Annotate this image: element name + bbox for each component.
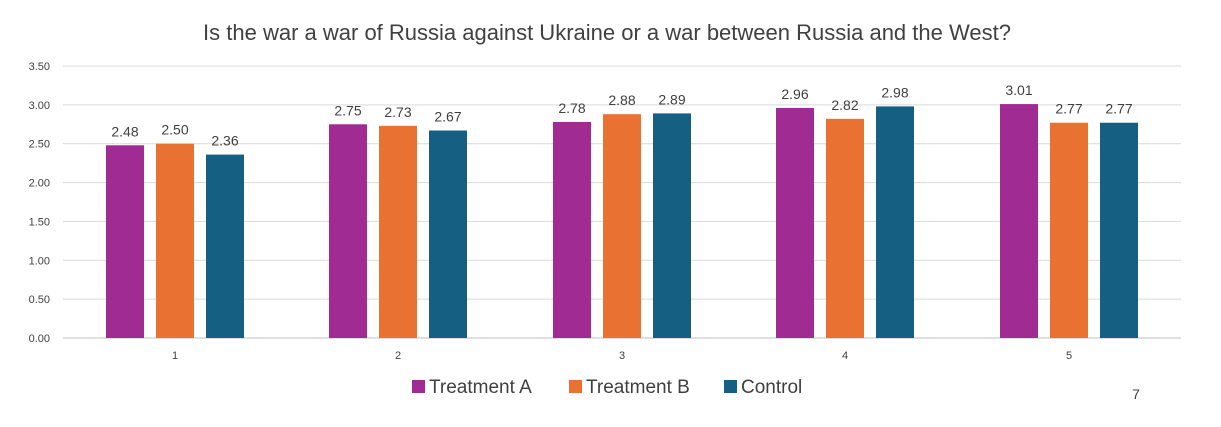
y-tick-label: 1.00 <box>29 255 50 267</box>
bar <box>1000 104 1038 338</box>
y-tick-label: 2.50 <box>29 139 50 151</box>
bar <box>206 154 244 338</box>
y-tick-label: 0.00 <box>29 333 50 345</box>
x-tick-label: 5 <box>1066 350 1072 362</box>
y-tick-label: 3.50 <box>29 61 50 73</box>
data-label: 2.96 <box>781 86 808 102</box>
data-label: 2.82 <box>831 97 858 113</box>
bar <box>553 121 591 338</box>
bar <box>876 106 914 338</box>
y-axis-ticks: 0.00 0.50 1.00 1.50 2.00 2.50 3.00 3.50 <box>29 61 50 345</box>
data-label: 2.98 <box>881 84 908 100</box>
data-label: 2.77 <box>1055 101 1082 117</box>
bar <box>329 124 367 339</box>
bar <box>1100 122 1138 338</box>
data-label: 2.77 <box>1105 101 1132 117</box>
data-label: 2.67 <box>434 109 461 125</box>
data-label: 3.01 <box>1005 82 1032 98</box>
bars <box>106 104 1138 339</box>
bar <box>106 145 144 338</box>
x-tick-label: 1 <box>172 350 178 362</box>
data-label: 2.89 <box>658 91 685 107</box>
bar <box>429 130 467 338</box>
bar <box>603 114 641 338</box>
data-label: 2.50 <box>161 122 188 138</box>
y-tick-label: 0.50 <box>29 294 50 306</box>
legend-label: Treatment A <box>429 377 532 398</box>
legend-swatch <box>412 380 425 393</box>
bar <box>776 107 814 338</box>
data-label: 2.78 <box>558 100 585 116</box>
data-label: 2.75 <box>334 102 361 118</box>
bar <box>156 143 194 338</box>
bar <box>653 113 691 338</box>
legend-item: Treatment A <box>412 377 532 398</box>
legend-swatch <box>724 380 737 393</box>
legend-swatch <box>569 380 582 393</box>
page-number: 7 <box>1132 386 1140 402</box>
bar <box>1050 122 1088 338</box>
bar <box>379 125 417 338</box>
bar <box>826 118 864 339</box>
data-label: 2.88 <box>608 92 635 108</box>
y-tick-label: 1.50 <box>29 216 50 228</box>
legend-label: Treatment B <box>586 377 690 398</box>
legend-item: Treatment B <box>569 377 690 398</box>
data-labels: 2.48 2.50 2.36 2.75 2.73 2.67 2.78 2.88 2.89 2.96… <box>111 82 1132 149</box>
x-tick-label: 3 <box>619 350 625 362</box>
y-tick-label: 2.00 <box>29 178 50 190</box>
x-tick-label: 4 <box>842 350 848 362</box>
data-label: 2.73 <box>384 104 411 120</box>
legend-label: Control <box>741 377 802 398</box>
data-label: 2.36 <box>211 133 238 149</box>
legend: Treatment A Treatment B Control <box>412 377 802 398</box>
x-axis-ticks: 1 2 3 4 5 <box>172 350 1072 362</box>
y-tick-label: 3.00 <box>29 100 50 112</box>
x-tick-label: 2 <box>395 350 401 362</box>
chart-title: Is the war a war of Russia against Ukrai… <box>203 20 1011 45</box>
legend-item: Control <box>724 377 802 398</box>
data-label: 2.48 <box>111 123 138 139</box>
